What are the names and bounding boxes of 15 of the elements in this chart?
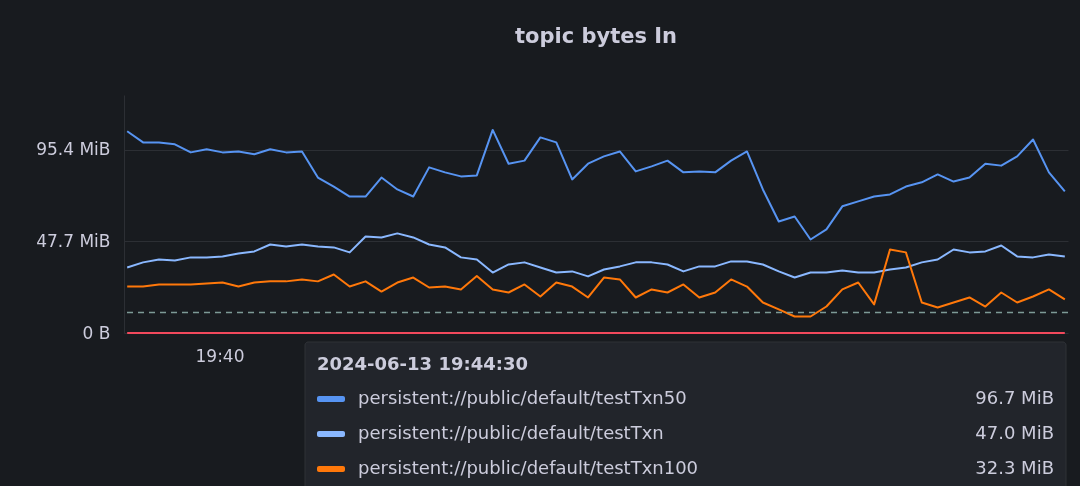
text: 19:40 [195,346,245,366]
text: 32.3 MiB [975,457,1054,478]
line-series [126,128,1066,241]
y-tick-label: 95.4 MiB [36,139,111,160]
legend-label: persistent://public/default/testTxn [358,422,664,443]
line-series [126,232,1066,279]
text: 2024-06-13 19:44:30 [317,353,528,374]
line-series [126,248,1066,318]
text: 96.7 MiB [975,387,1054,408]
text: 47.0 MiB [975,422,1054,443]
y-tick-label: 47.7 MiB [36,230,111,251]
y-tick-label: 0 B [82,322,111,343]
legend-label: persistent://public/default/testTxn100 [358,457,699,478]
legend-label: persistent://public/default/testTxn50 [358,387,687,408]
chart-title: topic bytes In [514,24,678,48]
